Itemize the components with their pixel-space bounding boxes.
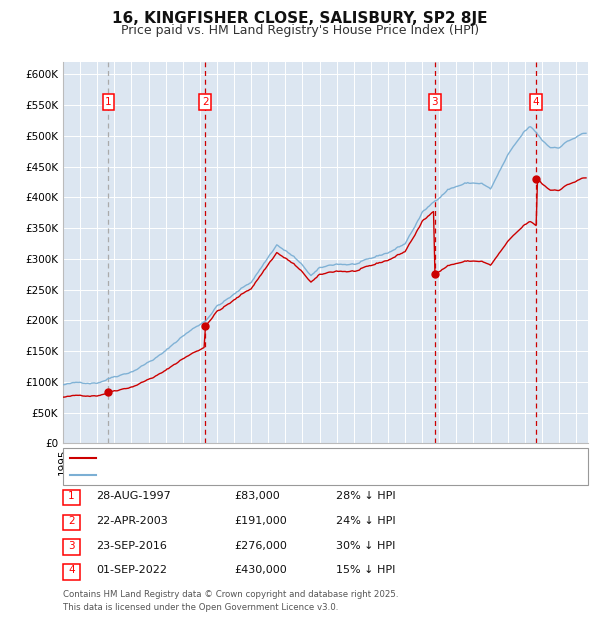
Text: 16, KINGFISHER CLOSE, SALISBURY, SP2 8JE (detached house): 16, KINGFISHER CLOSE, SALISBURY, SP2 8JE… [100,453,424,463]
Text: 2: 2 [68,516,75,526]
Text: £83,000: £83,000 [234,491,280,501]
Text: HPI: Average price, detached house, Wiltshire: HPI: Average price, detached house, Wilt… [100,470,339,480]
Text: 3: 3 [68,541,75,551]
Text: 23-SEP-2016: 23-SEP-2016 [96,541,167,551]
Text: £430,000: £430,000 [234,565,287,575]
Text: Contains HM Land Registry data © Crown copyright and database right 2025.: Contains HM Land Registry data © Crown c… [63,590,398,600]
Text: 22-APR-2003: 22-APR-2003 [96,516,168,526]
Text: 24% ↓ HPI: 24% ↓ HPI [336,516,395,526]
Text: Price paid vs. HM Land Registry's House Price Index (HPI): Price paid vs. HM Land Registry's House … [121,24,479,37]
Text: 1: 1 [68,491,75,501]
Text: 3: 3 [431,97,438,107]
Text: 4: 4 [533,97,539,107]
Text: 30% ↓ HPI: 30% ↓ HPI [336,541,395,551]
Text: 1: 1 [105,97,112,107]
Text: 16, KINGFISHER CLOSE, SALISBURY, SP2 8JE: 16, KINGFISHER CLOSE, SALISBURY, SP2 8JE [112,11,488,25]
Text: £276,000: £276,000 [234,541,287,551]
Text: 2: 2 [202,97,208,107]
Text: 15% ↓ HPI: 15% ↓ HPI [336,565,395,575]
Text: This data is licensed under the Open Government Licence v3.0.: This data is licensed under the Open Gov… [63,603,338,612]
Text: £191,000: £191,000 [234,516,287,526]
Text: 4: 4 [68,565,75,575]
Text: 01-SEP-2022: 01-SEP-2022 [96,565,167,575]
Text: 28-AUG-1997: 28-AUG-1997 [96,491,171,501]
Text: 28% ↓ HPI: 28% ↓ HPI [336,491,395,501]
